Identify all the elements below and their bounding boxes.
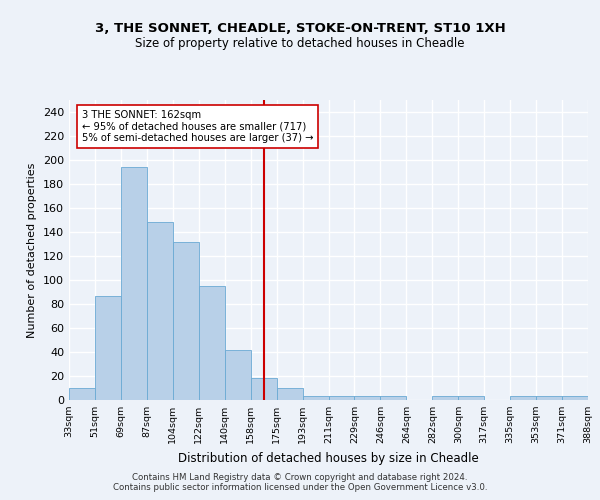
Text: Contains HM Land Registry data © Crown copyright and database right 2024.: Contains HM Land Registry data © Crown c… xyxy=(132,472,468,482)
Bar xyxy=(199,286,224,400)
Y-axis label: Number of detached properties: Number of detached properties xyxy=(28,162,37,338)
Bar xyxy=(536,396,562,400)
Bar xyxy=(173,242,199,400)
Bar xyxy=(562,396,588,400)
Bar xyxy=(380,396,406,400)
Text: 3, THE SONNET, CHEADLE, STOKE-ON-TRENT, ST10 1XH: 3, THE SONNET, CHEADLE, STOKE-ON-TRENT, … xyxy=(95,22,505,36)
Bar xyxy=(458,396,484,400)
Bar xyxy=(510,396,536,400)
Bar xyxy=(121,167,147,400)
Bar xyxy=(329,396,355,400)
Bar xyxy=(302,396,329,400)
Bar xyxy=(355,396,380,400)
Bar xyxy=(147,222,173,400)
Bar xyxy=(251,378,277,400)
Bar xyxy=(433,396,458,400)
X-axis label: Distribution of detached houses by size in Cheadle: Distribution of detached houses by size … xyxy=(178,452,479,464)
Bar xyxy=(69,388,95,400)
Bar xyxy=(95,296,121,400)
Bar xyxy=(225,350,251,400)
Text: Contains public sector information licensed under the Open Government Licence v3: Contains public sector information licen… xyxy=(113,484,487,492)
Text: 3 THE SONNET: 162sqm
← 95% of detached houses are smaller (717)
5% of semi-detac: 3 THE SONNET: 162sqm ← 95% of detached h… xyxy=(82,110,313,143)
Bar xyxy=(277,388,302,400)
Text: Size of property relative to detached houses in Cheadle: Size of property relative to detached ho… xyxy=(135,38,465,51)
